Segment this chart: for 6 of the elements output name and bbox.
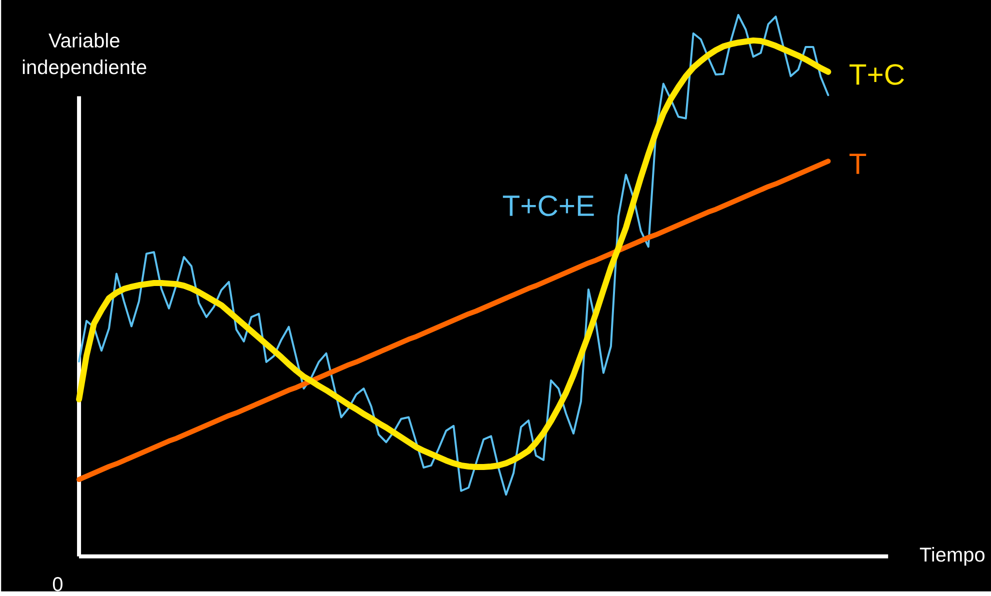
text: 0 <box>52 577 62 592</box>
series-label: T+C+E <box>502 196 594 216</box>
series-label: T+C <box>850 64 904 86</box>
y-axis-title: Variable independiente <box>22 33 146 78</box>
x-axis-title: Tiempo <box>920 547 984 566</box>
series-label: T <box>850 154 866 174</box>
